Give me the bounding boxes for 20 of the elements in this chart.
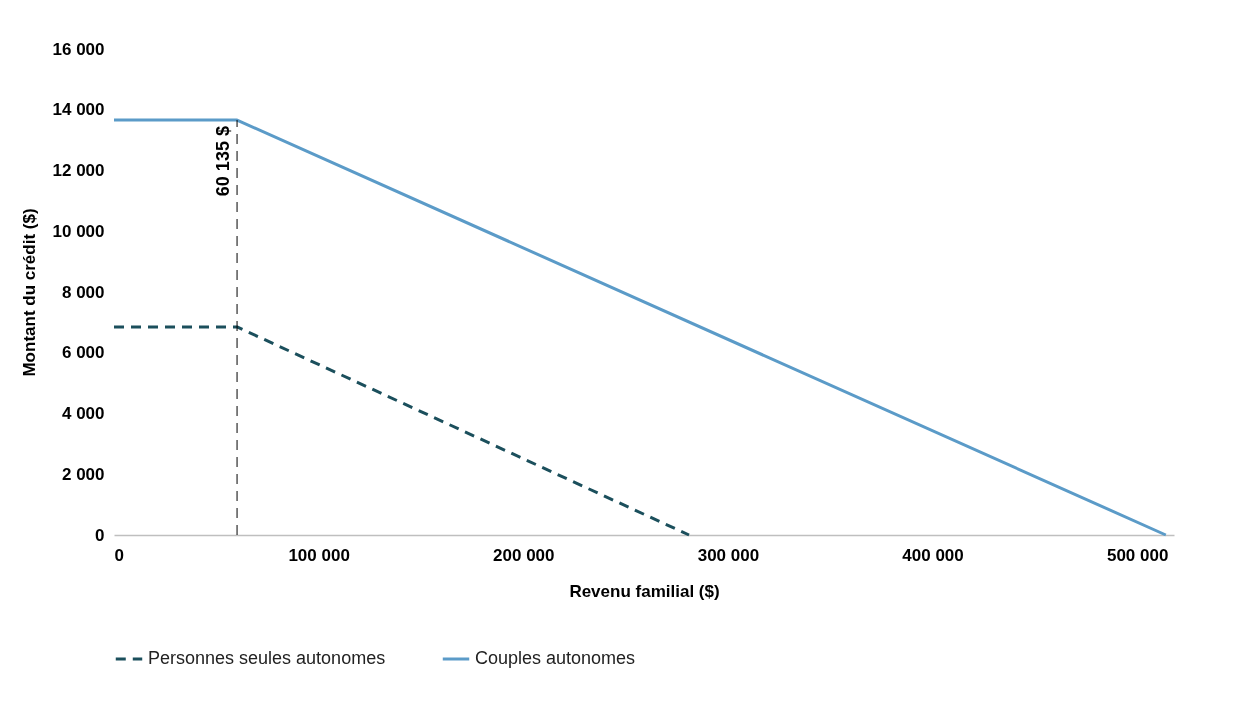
x-tick-label: 0: [114, 545, 124, 565]
y-tick-label: 8 000: [61, 282, 105, 302]
legend-label: Couples autonomes: [475, 648, 636, 668]
x-tick-label: 400 000: [902, 545, 964, 565]
x-tick-label: 300 000: [697, 545, 760, 565]
y-axis-title: Montant du crédit ($): [19, 208, 39, 377]
y-tick-label: 4 000: [61, 404, 105, 423]
y-tick-label: 16 000: [52, 39, 105, 59]
x-tick-label: 500 000: [1106, 545, 1169, 565]
legend-label: Personnes seules autonomes: [148, 648, 386, 668]
y-tick-label: 12 000: [52, 161, 105, 180]
y-tick-label: 0: [95, 525, 105, 545]
x-tick-label: 200 000: [493, 545, 555, 565]
ref-line-label: 60 135 $: [213, 126, 234, 197]
x-axis-title: Revenu familial ($): [569, 581, 720, 601]
y-tick-label: 14 000: [52, 100, 105, 120]
y-tick-label: 6 000: [61, 343, 105, 363]
y-tick-label: 2 000: [61, 464, 105, 484]
y-tick-label: 10 000: [52, 221, 105, 241]
x-tick-label: 100 000: [288, 545, 350, 565]
